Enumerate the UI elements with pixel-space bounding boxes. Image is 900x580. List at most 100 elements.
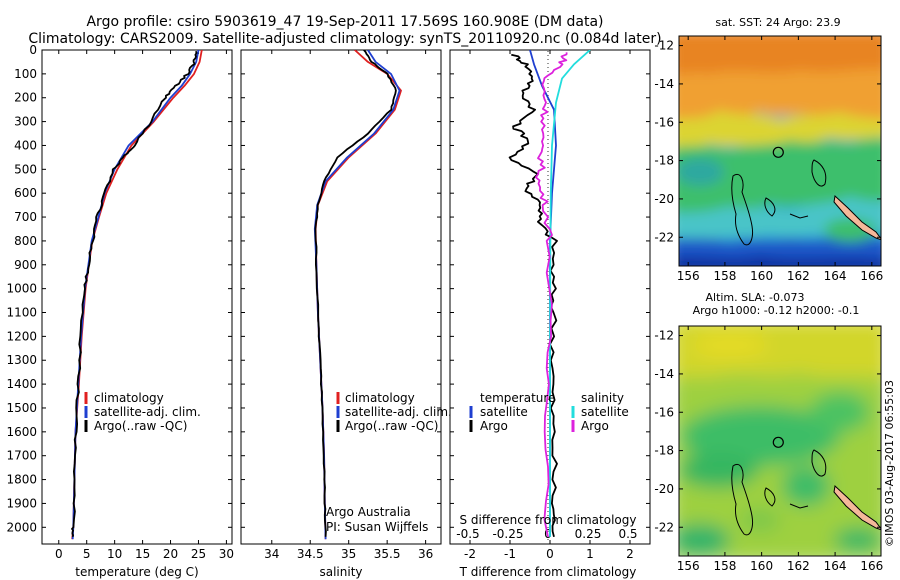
sst-map-coastline-new-caledonia <box>833 195 881 241</box>
difference-salinity-tick-label: 0.25 <box>575 527 602 541</box>
sst-map-title: sat. SST: 24 Argo: 23.9 <box>715 16 840 29</box>
sst-map-lon-label: 160 <box>750 269 773 283</box>
depth-tick-label: 300 <box>14 115 37 129</box>
difference-series-s-satellite <box>549 50 591 537</box>
sst-map-argo-position <box>772 146 784 158</box>
temperature-legend-climatology: climatology <box>94 391 164 405</box>
temperature-xtick-label: 30 <box>219 547 234 561</box>
sla-map-title-line1: Altim. SLA: -0.073 <box>705 291 804 304</box>
sst-map-lat-label: -20 <box>654 192 674 206</box>
difference-panel: -2 -1 0 1 2-0.5 -0.25 0 0.25 0.5 T difference fr… <box>449 49 651 579</box>
sst-map-lat-label: -14 <box>654 77 674 91</box>
depth-tick-label: 1100 <box>6 306 37 320</box>
depth-tick-label: 1700 <box>6 449 37 463</box>
imos-timestamp: ©IMOS 03-Aug-2017 06:55:03 <box>883 380 896 547</box>
salinity-xtick-label: 35.5 <box>374 547 401 561</box>
difference-salinity-tick-label: -0.5 <box>456 527 479 541</box>
difference-xtick-label: -2 <box>464 547 476 561</box>
sst-map: sat. SST: 24 Argo: 23.9 156 158 160 162 164 1… <box>654 16 883 283</box>
salinity-plot-frame <box>240 49 442 545</box>
sst-map-lat-label: -18 <box>654 154 674 168</box>
sla-map-lat-label: -18 <box>654 444 674 458</box>
depth-tick-label: 1500 <box>6 401 37 415</box>
sla-map-lon-label: 166 <box>860 559 883 573</box>
temperature-xlabel: temperature (deg C) <box>75 565 198 579</box>
difference-legend-s-satellite: satellite <box>581 405 629 419</box>
depth-tick-label: 1000 <box>6 282 37 296</box>
sla-map-lat-label: -12 <box>654 329 674 343</box>
salinity-xlabel: salinity <box>319 565 362 579</box>
depth-tick-label: 900 <box>14 258 37 272</box>
salinity-xtick-label: 35 <box>341 547 356 561</box>
sla-map-field <box>679 326 881 556</box>
temperature-xtick-label: 5 <box>83 547 91 561</box>
sla-map-coastline-new-caledonia <box>833 485 881 531</box>
salinity-xtick-label: 34.5 <box>297 547 324 561</box>
temperature-legend-satellite: satellite-adj. clim. <box>94 405 201 419</box>
difference-legend-t-satellite: satellite <box>480 405 528 419</box>
difference-xtick-label: 1 <box>586 547 594 561</box>
figure-title-line2: Climatology: CARS2009. Satellite-adjuste… <box>28 31 661 47</box>
temperature-legend-argo: Argo(..raw -QC) <box>94 419 187 433</box>
sla-map-lon-label: 164 <box>824 559 847 573</box>
depth-tick-label: 100 <box>14 67 37 81</box>
difference-xtick-label: -1 <box>504 547 516 561</box>
temperature-plot-frame <box>41 49 233 545</box>
difference-legend-salinity-title: salinity <box>581 391 624 405</box>
salinity-xtick-label: 36 <box>418 547 433 561</box>
depth-tick-label: 1200 <box>6 329 37 343</box>
temperature-xtick-label: 10 <box>107 547 122 561</box>
sla-map-frame <box>678 325 882 557</box>
sla-map-lat-label: -16 <box>654 405 674 419</box>
sst-map-lon-label: 156 <box>677 269 700 283</box>
salinity-legend: climatology satellite-adj. clim. Argo(..… <box>336 391 452 433</box>
sst-map-lon-label: 166 <box>860 269 883 283</box>
depth-tick-label: 1400 <box>6 377 37 391</box>
depth-tick-label: 700 <box>14 210 37 224</box>
depth-tick-label: 400 <box>14 138 37 152</box>
sla-map-lat-label: -20 <box>654 482 674 496</box>
sst-map-lat-label: -16 <box>654 115 674 129</box>
temperature-xtick-label: 15 <box>135 547 150 561</box>
difference-series-s-argo <box>535 52 568 537</box>
depth-tick-label: 1300 <box>6 353 37 367</box>
temperature-xtick-label: 20 <box>163 547 178 561</box>
difference-legend-salinity: salinity satellite Argo <box>571 391 629 433</box>
sla-map-bathymetry-contour <box>731 449 827 536</box>
salinity-xtick-label: 34 <box>264 547 279 561</box>
depth-tick-label: 800 <box>14 234 37 248</box>
temperature-legend: climatology satellite-adj. clim. Argo(..… <box>84 391 201 433</box>
sst-map-lat-label: -22 <box>654 230 674 244</box>
sst-map-lon-label: 162 <box>787 269 810 283</box>
figure-title-line1: Argo profile: csiro 5903619_47 19-Sep-20… <box>86 14 603 30</box>
difference-legend-s-argo: Argo <box>581 419 609 433</box>
sla-map-lon-label: 156 <box>677 559 700 573</box>
sla-map-lon-label: 158 <box>713 559 736 573</box>
salinity-annotation-line2: PI: Susan Wijffels <box>326 520 428 534</box>
sla-map-argo-position <box>772 436 784 448</box>
depth-tick-label: 0 <box>29 43 37 57</box>
sla-map: Altim. SLA: -0.073 Argo h1000: -0.12 h20… <box>654 291 883 573</box>
difference-xlabel: T difference from climatology <box>459 565 637 579</box>
temperature-xtick-label: 25 <box>191 547 206 561</box>
depth-tick-label: 1600 <box>6 425 37 439</box>
depth-tick-label: 600 <box>14 186 37 200</box>
salinity-series-argo-raw-qc- <box>314 50 397 537</box>
depth-tick-label: 1900 <box>6 496 37 510</box>
depth-tick-label: 500 <box>14 162 37 176</box>
sla-map-lon-label: 162 <box>787 559 810 573</box>
difference-legend-temperature-title: temperature <box>480 391 555 405</box>
sla-map-lat-label: -14 <box>654 367 674 381</box>
temperature-series-argo-raw-qc- <box>71 50 198 538</box>
depth-tick-label: 200 <box>14 91 37 105</box>
temperature-series-satellite-adj-clim- <box>71 50 200 540</box>
difference-xlabel-top: S difference from climatology <box>460 513 637 527</box>
difference-legend-temperature: temperature satellite Argo <box>469 391 555 433</box>
temperature-panel: 0 5 10 15 20 25 300100200300400500600700800900… <box>6 43 234 579</box>
sst-map-lat-label: -12 <box>654 39 674 53</box>
salinity-annotation-line1: Argo Australia <box>326 505 411 519</box>
sst-map-bathymetry-contour <box>731 159 827 246</box>
difference-salinity-tick-label: 0.5 <box>618 527 637 541</box>
salinity-legend-climatology: climatology <box>345 391 415 405</box>
